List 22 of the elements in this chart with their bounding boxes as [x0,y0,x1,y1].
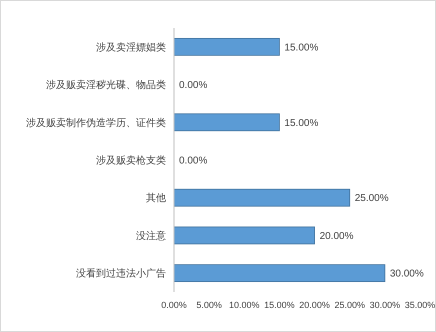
y-tick-label: 没注意 [136,230,166,242]
x-tick-label: 35.00% [404,300,436,310]
data-label: 15.00% [284,42,318,54]
y-tick-label: 涉及卖淫嫖娼类 [96,41,166,54]
x-tick-label: 0.00% [161,300,187,310]
x-tick-label: 30.00% [370,300,400,310]
data-label: 20.00% [320,230,354,242]
data-label: 15.00% [284,118,318,129]
x-tick-label: 15.00% [264,300,295,310]
y-tick-label: 涉及贩卖制作伪造学历、证件类 [26,116,166,129]
data-label: 30.00% [390,268,424,280]
y-tick-label: 没看到过违法小广告 [76,268,166,280]
data-label: 0.00% [179,80,208,92]
x-tick-label: 25.00% [334,300,365,310]
x-tick-label: 20.00% [299,300,330,310]
y-tick-label: 涉及贩卖淫秽光碟、物品类 [46,79,166,92]
x-tick-label: 5.00% [196,300,222,310]
data-label: 0.00% [179,156,208,166]
data-label: 25.00% [354,193,389,204]
x-tick-label: 10.00% [229,300,260,310]
y-tick-label: 其他 [146,192,166,204]
y-tick-label: 涉及贩卖枪支类 [96,154,166,166]
